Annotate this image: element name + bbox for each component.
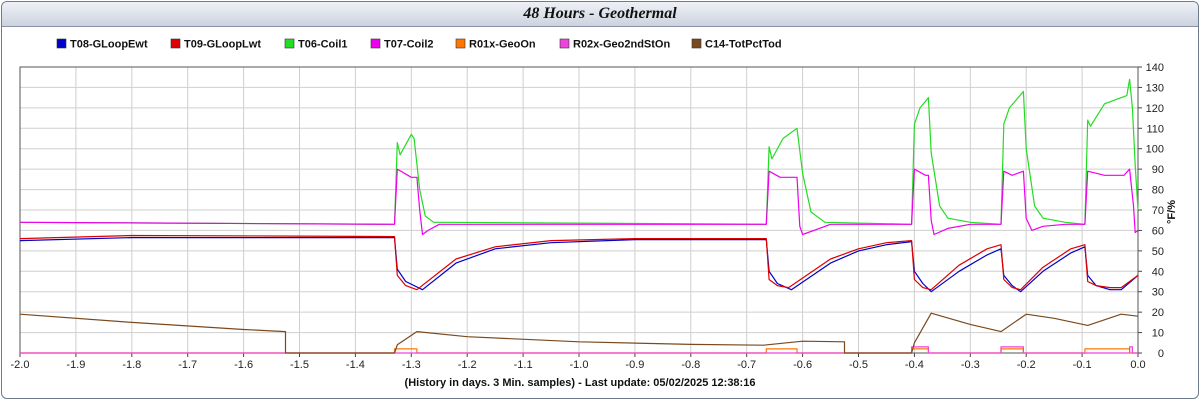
- legend-swatch: [284, 38, 295, 49]
- series-line-c14-totpcttod: [19, 312, 1139, 354]
- x-tick-label: 0.0: [1130, 359, 1145, 371]
- series-line-t06-coil1: [19, 78, 1139, 225]
- legend-label: T08-GLoopEwt: [70, 39, 148, 51]
- x-tick-label: -0.6: [793, 359, 812, 371]
- x-tick-label: -0.4: [905, 359, 924, 371]
- x-tick-label: -0.2: [1017, 359, 1036, 371]
- legend-item: T09-GLoopLwt: [170, 38, 261, 51]
- x-tick-label: -0.5: [849, 359, 868, 371]
- x-tick-label: -0.1: [1073, 359, 1092, 371]
- legend-item: T07-Coil2: [370, 38, 434, 51]
- x-tick-label: -1.8: [122, 359, 141, 371]
- legend-item: C14-TotPctTod: [691, 38, 782, 51]
- legend-swatch: [56, 38, 67, 49]
- x-tick-label: -1.3: [402, 359, 421, 371]
- legend-label: T06-Coil1: [298, 39, 348, 51]
- legend-label: R01x-GeoOn: [469, 39, 536, 51]
- x-tick-label: -1.4: [346, 359, 365, 371]
- y-tick-label: 130: [1146, 82, 1164, 94]
- y-tick-label: 40: [1152, 266, 1164, 278]
- x-tick-label: -1.7: [178, 359, 197, 371]
- legend-label: T09-GLoopLwt: [184, 39, 261, 51]
- x-tick-label: -1.1: [514, 359, 533, 371]
- y-tick-label: 20: [1152, 307, 1164, 319]
- y-tick-label: 30: [1152, 287, 1164, 299]
- y-axis-label: °F/%: [1166, 200, 1178, 224]
- y-tick-label: 120: [1146, 103, 1164, 115]
- legend-label: R02x-Geo2ndStOn: [573, 39, 670, 51]
- legend-swatch: [455, 38, 466, 49]
- y-tick-label: 100: [1146, 144, 1164, 156]
- y-tick-label: 50: [1152, 246, 1164, 258]
- x-tick-label: -0.8: [681, 359, 700, 371]
- x-tick-label: -0.7: [737, 359, 756, 371]
- y-tick-label: 140: [1146, 62, 1164, 74]
- y-tick-label: 60: [1152, 225, 1164, 237]
- legend-swatch: [170, 38, 181, 49]
- x-tick-label: -1.2: [458, 359, 477, 371]
- legend-item: T08-GLoopEwt: [56, 38, 148, 51]
- series-line-t09-glooplwt: [19, 234, 1139, 291]
- y-tick-label: 110: [1146, 123, 1164, 135]
- x-tick-label: -1.9: [66, 359, 85, 371]
- x-tick-label: -1.6: [234, 359, 253, 371]
- x-tick-label: -2.0: [11, 359, 30, 371]
- x-axis-label: (History in days. 3 Min. samples) - Last…: [405, 377, 756, 389]
- legend-label: C14-TotPctTod: [705, 39, 782, 51]
- y-tick-label: 90: [1152, 164, 1164, 176]
- y-tick-label: 0: [1158, 348, 1164, 360]
- y-tick-label: 10: [1152, 328, 1164, 340]
- legend-item: R02x-Geo2ndStOn: [559, 38, 670, 51]
- x-tick-label: -1.5: [290, 359, 309, 371]
- legend-label: T07-Coil2: [384, 39, 434, 51]
- y-tick-label: 80: [1152, 185, 1164, 197]
- x-tick-label: -0.3: [961, 359, 980, 371]
- legend-swatch: [691, 38, 702, 49]
- y-tick-label: 70: [1152, 205, 1164, 217]
- legend-swatch: [559, 38, 570, 49]
- legend-item: T06-Coil1: [284, 38, 348, 51]
- x-tick-label: -0.9: [625, 359, 644, 371]
- series-line-t07-coil2: [19, 168, 1139, 236]
- legend-item: R01x-GeoOn: [455, 38, 536, 51]
- chart-title: 48 Hours - Geothermal: [2, 2, 1198, 27]
- series-line-r02x-geo2ndston: [20, 346, 1138, 354]
- series-line-t08-gloopewt: [19, 237, 1139, 293]
- legend-swatch: [370, 38, 381, 49]
- series-line-r01x-geoon: [20, 348, 1138, 354]
- x-tick-label: -1.0: [570, 359, 589, 371]
